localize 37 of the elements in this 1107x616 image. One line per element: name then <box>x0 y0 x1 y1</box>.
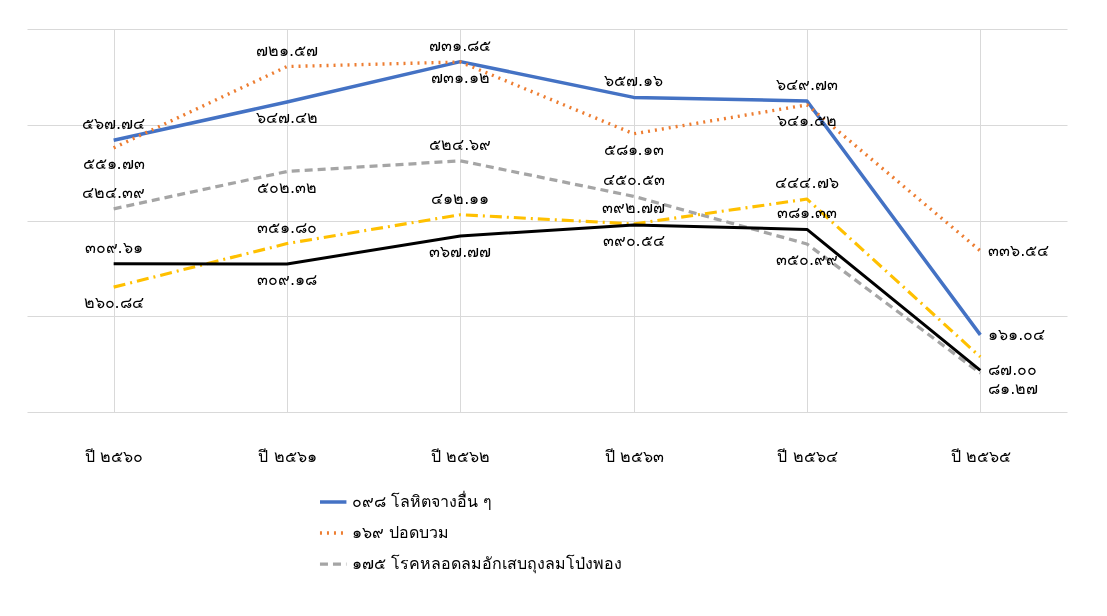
data-label: ๖๔๙.๗๓ <box>775 74 839 94</box>
data-label: ๒๖๐.๘๔ <box>83 293 144 313</box>
data-label: ๕๐๒.๓๒ <box>256 177 318 197</box>
x-tick-label: ปี ๒๕๖๕ <box>950 446 1011 466</box>
data-label: ๔๕๐.๕๓ <box>602 170 665 190</box>
data-label: ๓๙๐.๕๔ <box>602 231 665 251</box>
x-tick-label: ปี ๒๕๖๑ <box>258 446 317 466</box>
data-label: ๔๔๔.๗๖ <box>775 173 839 193</box>
data-label: ๑๖๑.๐๔ <box>988 324 1046 344</box>
data-label: ๓๙๒.๗๗ <box>602 197 666 217</box>
data-label: ๖๔๗.๔๒ <box>255 108 319 128</box>
data-label: ๗๓๑.๘๕ <box>429 35 492 55</box>
data-label: ๓๘๑.๓๓ <box>776 203 838 223</box>
data-label: ๘๗.๐๐ <box>988 360 1038 380</box>
data-label: ๓๐๙.๑๘ <box>256 269 318 289</box>
data-label: ๓๖๗.๗๗ <box>429 241 492 261</box>
x-tick-label: ปี ๒๕๖๐ <box>85 446 144 466</box>
data-label: ๕๘๑.๑๓ <box>603 139 664 159</box>
x-tick-label: ปี ๒๕๖๔ <box>777 446 838 466</box>
legend-label: ๑๖๙ ปอดบวม <box>352 523 450 542</box>
legend-label: ๑๗๕ โรคหลอดลมอักเสบถุงลมโป่งพอง <box>352 554 623 574</box>
legend-label: ๐๙๘ โลหิตจางอื่น ๆ <box>352 490 493 511</box>
data-label: ๘๑.๒๗ <box>988 379 1039 399</box>
data-label: ๓๕๐.๙๙ <box>775 249 839 269</box>
data-label: ๗๓๑.๑๒ <box>430 67 490 87</box>
x-tick-label: ปี ๒๕๖๒ <box>431 446 491 466</box>
data-label: ๓๕๑.๘๐ <box>256 217 318 237</box>
data-label: ๕๕๑.๗๓ <box>82 153 145 173</box>
data-label: ๕๒๔.๖๙ <box>429 134 492 154</box>
data-label: ๓๓๖.๕๔ <box>988 240 1050 260</box>
data-label: ๔๑๒.๑๑ <box>431 188 490 208</box>
data-label: ๗๒๑.๕๗ <box>255 40 319 60</box>
data-label: ๕๖๗.๗๔ <box>82 114 146 134</box>
data-label: ๔๒๔.๓๙ <box>82 182 146 202</box>
data-label: ๖๕๗.๑๖ <box>604 71 664 91</box>
data-label: ๓๐๙.๖๑ <box>84 237 143 257</box>
x-tick-label: ปี ๒๕๖๓ <box>604 446 664 466</box>
